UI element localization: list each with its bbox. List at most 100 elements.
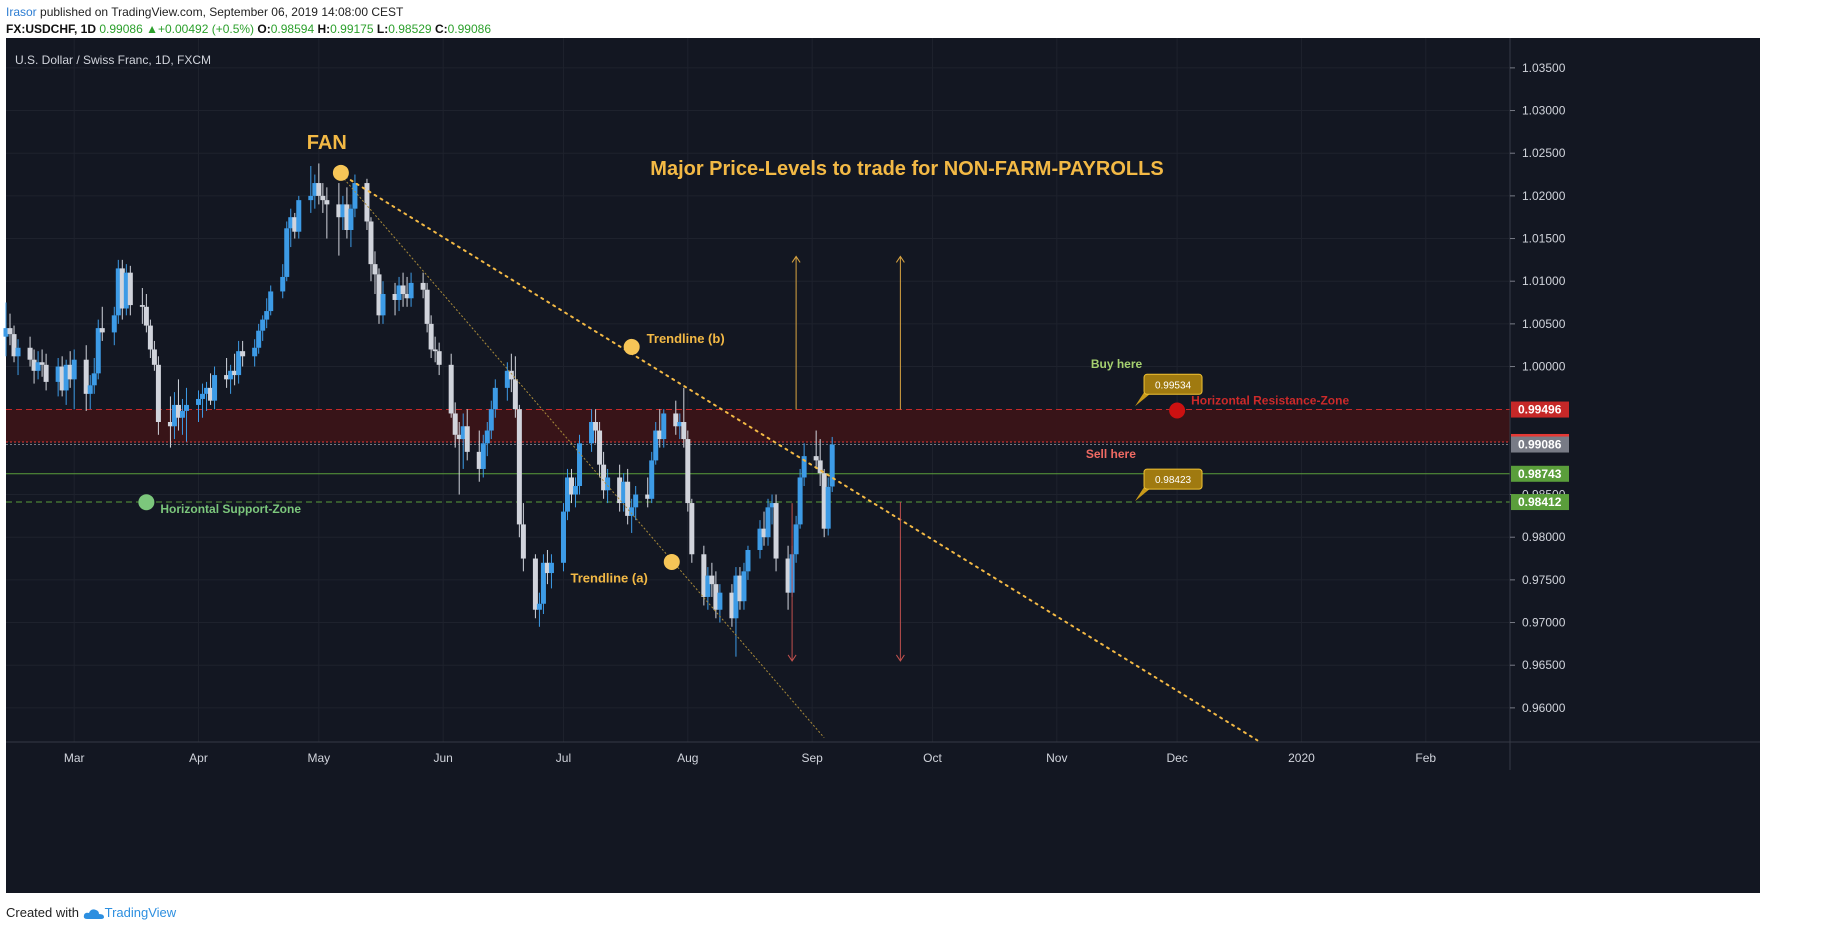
candle-body <box>456 434 462 440</box>
candle-body <box>368 221 374 265</box>
candle-body <box>713 584 719 610</box>
candle-body <box>829 444 835 487</box>
candle-body <box>392 294 398 300</box>
candle-body <box>492 387 498 410</box>
created-with-label: Created with <box>6 905 79 920</box>
candle-body <box>179 410 185 418</box>
candle-body <box>288 217 294 229</box>
y-tick-label: 1.02000 <box>1522 189 1566 203</box>
sell-callout-text: 0.98423 <box>1155 475 1192 486</box>
candle-body <box>200 393 206 399</box>
annotation-title: Major Price-Levels to trade for NON-FARM… <box>650 158 1163 180</box>
candle-body <box>761 528 767 538</box>
candle-body <box>597 430 603 465</box>
candle-body <box>43 364 49 382</box>
tradingview-cloud-icon <box>83 908 104 919</box>
candle-body <box>649 460 655 499</box>
support-dot <box>138 494 155 511</box>
candle-body <box>143 306 149 326</box>
price-tag-label: 0.98412 <box>1518 495 1562 509</box>
drawings: FAN Trendline (b) Trendline (a) Buy here Sel… <box>138 132 1349 742</box>
candle-body <box>59 366 65 391</box>
price-tag-label: 0.99496 <box>1518 403 1562 417</box>
resistance-dot <box>1169 402 1186 419</box>
x-tick-label: Feb <box>1415 751 1436 765</box>
candle-body <box>147 325 153 350</box>
y-tick-label: 1.00000 <box>1522 360 1566 374</box>
grid <box>6 38 1510 742</box>
candle-body <box>232 370 238 376</box>
candle-body <box>484 430 490 444</box>
close-label: C: <box>434 22 448 36</box>
symbol-label[interactable]: FX:USDCHF, 1D <box>6 22 97 36</box>
trendline-b-dot <box>623 338 640 355</box>
candle-body <box>520 524 526 559</box>
candle-body <box>629 507 635 516</box>
candle-body <box>428 323 434 350</box>
candle-body <box>372 264 378 275</box>
candle-body <box>404 294 410 299</box>
candle-body <box>785 558 791 593</box>
x-tick-label: Aug <box>677 751 698 765</box>
trendline-a <box>338 172 825 739</box>
buy-label: Buy here <box>1091 357 1143 371</box>
candle-body <box>376 274 382 316</box>
candle-body <box>488 409 494 431</box>
candle-body <box>39 362 45 365</box>
sell-arrow-2-head <box>895 654 905 662</box>
trendline-a-dot <box>663 553 680 570</box>
y-tick-label: 0.98000 <box>1522 530 1566 544</box>
candle-body <box>745 550 751 572</box>
candle-body <box>448 364 454 414</box>
candle-body <box>15 347 21 357</box>
resistance-zone <box>6 409 1510 442</box>
candle-body <box>536 603 542 610</box>
candle-body <box>432 349 438 352</box>
candle-body <box>336 204 342 218</box>
candle-body <box>560 511 566 563</box>
candle-body <box>252 347 258 357</box>
candle-body <box>737 575 743 602</box>
candle-body <box>821 473 827 529</box>
author-link[interactable]: Irasor <box>6 5 37 19</box>
open-label: O: <box>257 22 271 36</box>
candle-body <box>171 404 177 427</box>
candle-body <box>35 362 41 371</box>
candle-body <box>589 422 595 444</box>
candle-body <box>577 443 583 486</box>
ohlc-legend: FX:USDCHF, 1D 0.99086 ▲+0.00492 (+0.5%) … <box>6 22 491 38</box>
candle-body <box>204 387 210 394</box>
price-tag-label: 0.99086 <box>1518 438 1562 452</box>
publisher-line: Irasor published on TradingView.com, Sep… <box>6 5 403 21</box>
candle-body <box>212 375 218 401</box>
candle-body <box>476 451 482 469</box>
candle-body <box>71 359 77 380</box>
y-tick-label: 0.97000 <box>1522 616 1566 630</box>
candle-body <box>175 404 181 418</box>
tradingview-link[interactable]: TradingView <box>104 905 177 920</box>
support-label: Horizontal Support-Zone <box>160 502 301 516</box>
candle-body <box>436 351 442 365</box>
trendline-b-label: Trendline (b) <box>647 331 725 346</box>
trendline-b <box>337 171 1259 742</box>
y-tick-label: 1.01000 <box>1522 274 1566 288</box>
candle-body <box>380 294 386 316</box>
candle-body <box>573 486 579 495</box>
candle-body <box>765 507 771 538</box>
candle-body <box>115 268 121 316</box>
candle-body <box>645 494 651 499</box>
candle-body <box>464 426 470 452</box>
candle-body <box>757 528 763 550</box>
buy-arrow-1-head <box>791 255 801 263</box>
candle-body <box>817 460 823 474</box>
high-value: 0.99175 <box>330 22 374 36</box>
buy-callout-text: 0.99534 <box>1155 380 1192 391</box>
candle-body <box>709 575 715 585</box>
candle-body <box>208 387 214 401</box>
x-tick-label: Oct <box>923 751 942 765</box>
published-text: published on TradingView.com, September … <box>36 5 404 19</box>
chart-title: U.S. Dollar / Swiss Franc, 1D, FXCM <box>15 53 211 67</box>
candle-body <box>617 477 623 504</box>
candle-body <box>625 481 631 516</box>
